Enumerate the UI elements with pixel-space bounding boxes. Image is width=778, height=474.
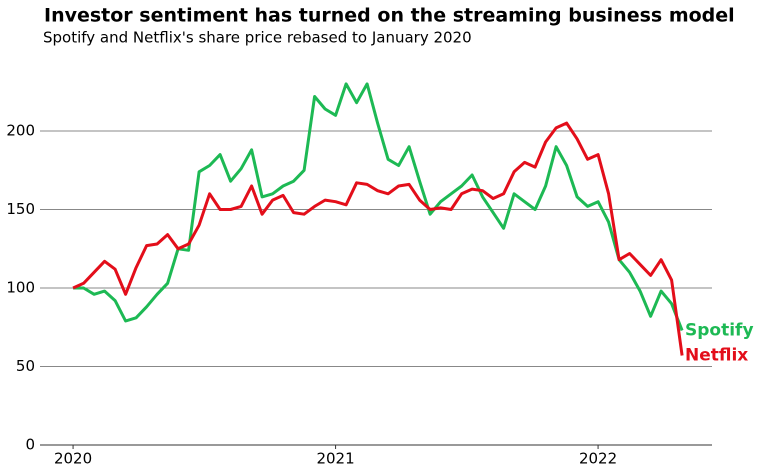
chart-subtitle: Spotify and Netflix's share price rebase… <box>43 29 472 47</box>
series-line <box>73 82 684 331</box>
y-tick-label: 100 <box>6 279 35 297</box>
series-line <box>72 121 684 356</box>
x-tick-label: 2020 <box>54 450 92 468</box>
y-tick-label: 150 <box>6 200 35 218</box>
y-tick-label: 50 <box>16 357 35 375</box>
legend-label: Netflix <box>685 346 748 366</box>
legend-label: Spotify <box>685 320 754 340</box>
y-tick-label: 200 <box>6 122 35 140</box>
y-tick-label: 0 <box>25 436 35 454</box>
x-tick-label: 2022 <box>579 450 617 468</box>
x-tick-label: 2021 <box>316 450 354 468</box>
chart-title: Investor sentiment has turned on the str… <box>44 5 735 27</box>
